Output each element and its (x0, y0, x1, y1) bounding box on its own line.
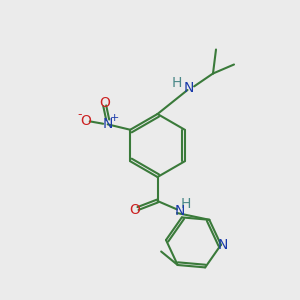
Text: N: N (217, 238, 228, 252)
Text: N: N (103, 117, 113, 131)
Text: N: N (184, 81, 194, 94)
Text: O: O (81, 114, 92, 128)
Text: +: + (110, 113, 119, 123)
Text: O: O (99, 96, 110, 110)
Text: -: - (77, 108, 82, 121)
Text: H: H (180, 197, 190, 211)
Text: O: O (129, 203, 140, 217)
Text: H: H (172, 76, 182, 90)
Text: N: N (174, 204, 184, 218)
